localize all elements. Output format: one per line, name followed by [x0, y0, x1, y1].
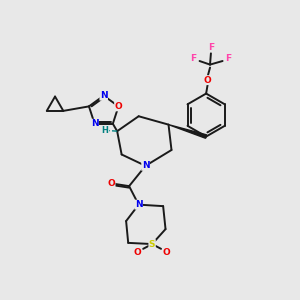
- Text: S: S: [149, 240, 155, 249]
- Text: F: F: [226, 53, 232, 62]
- Text: N: N: [100, 91, 107, 100]
- Text: F: F: [208, 43, 214, 52]
- Text: N: N: [142, 161, 149, 170]
- Text: O: O: [163, 248, 170, 257]
- Text: F: F: [190, 53, 197, 62]
- Text: H: H: [101, 126, 108, 135]
- Text: O: O: [134, 248, 142, 257]
- Polygon shape: [169, 124, 207, 138]
- Text: O: O: [204, 76, 212, 85]
- Text: O: O: [115, 102, 122, 111]
- Text: N: N: [91, 119, 98, 128]
- Text: N: N: [135, 200, 142, 209]
- Text: O: O: [107, 179, 115, 188]
